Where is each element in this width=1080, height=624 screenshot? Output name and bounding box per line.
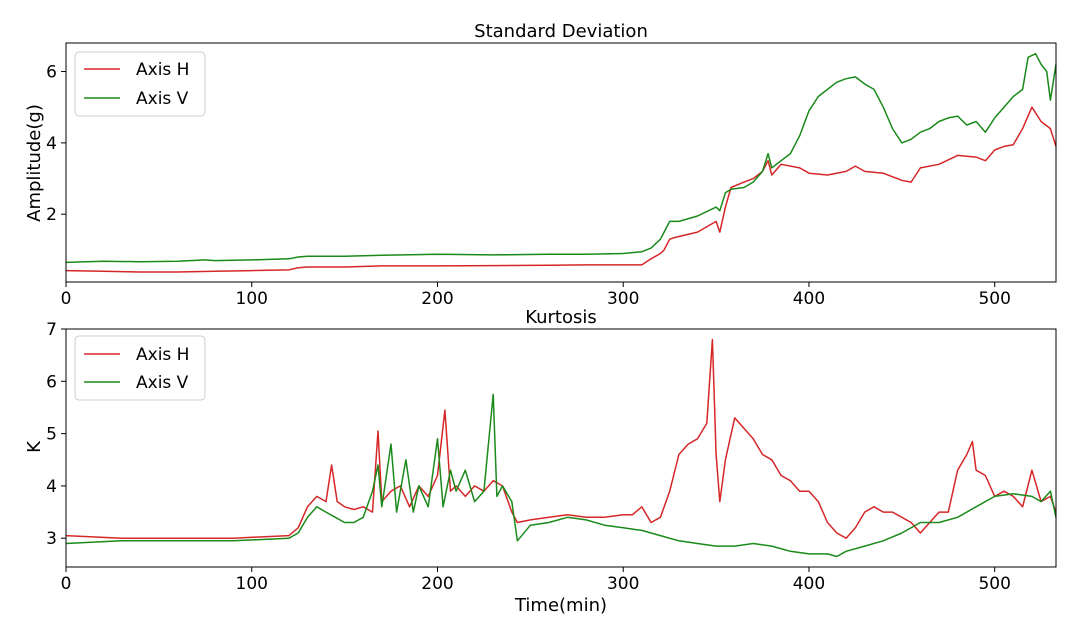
y-tick-label: 5 — [46, 425, 57, 445]
y-tick-label: 4 — [46, 477, 57, 497]
chart-title: Kurtosis — [525, 307, 597, 328]
x-tick-label: 500 — [978, 289, 1010, 309]
x-tick-label: 400 — [793, 289, 825, 309]
axes-frame — [65, 328, 1057, 568]
y-tick-label: 4 — [46, 134, 57, 154]
y-tick-label: 6 — [46, 63, 57, 83]
legend-box — [74, 51, 206, 117]
legend: Axis H Axis V — [74, 51, 206, 117]
x-tick-label: 0 — [61, 289, 72, 309]
y-tick-label: 3 — [46, 529, 57, 549]
legend: Axis H Axis V — [74, 335, 206, 401]
plot-area: 0 100 200 300 400 500 2 4 6 — [46, 42, 1057, 309]
x-tick-label: 300 — [607, 289, 639, 309]
x-axis-label: Time(min) — [514, 595, 607, 616]
x-tick-label: 300 — [607, 574, 639, 594]
x-tick-label: 100 — [236, 574, 268, 594]
kurtosis-chart: Kurtosis K Time(min) 0 100 200 300 400 500 3 4 5… — [24, 307, 1057, 616]
series-line-axis-v — [65, 393, 1057, 558]
plot-area: 0 100 200 300 400 500 3 4 5 6 7 — [46, 320, 1057, 594]
series-line-axis-v — [65, 52, 1057, 264]
y-tick-label: 2 — [46, 205, 57, 225]
x-tick-label: 100 — [236, 289, 268, 309]
x-tick-label: 500 — [978, 574, 1010, 594]
x-tick-label: 200 — [421, 574, 453, 594]
legend-label-axis-h: Axis H — [136, 345, 189, 365]
series-line-axis-h — [65, 106, 1057, 273]
x-tick-label: 200 — [421, 289, 453, 309]
x-tick-label: 400 — [793, 574, 825, 594]
x-tick-label: 0 — [61, 574, 72, 594]
y-axis-label: Amplitude(g) — [24, 104, 45, 222]
y-tick-label: 6 — [46, 372, 57, 392]
axes-frame — [65, 42, 1057, 283]
legend-label-axis-h: Axis H — [136, 60, 189, 80]
chart-title: Standard Deviation — [474, 21, 648, 42]
legend-box — [74, 335, 206, 401]
standard-deviation-chart: Standard Deviation Amplitude(g) 0 100 200 3… — [24, 21, 1057, 309]
y-tick-label: 7 — [46, 320, 57, 340]
legend-label-axis-v: Axis V — [136, 373, 189, 393]
y-axis-label: K — [24, 440, 45, 453]
legend-label-axis-v: Axis V — [136, 89, 189, 109]
series-line-axis-h — [65, 338, 1057, 539]
